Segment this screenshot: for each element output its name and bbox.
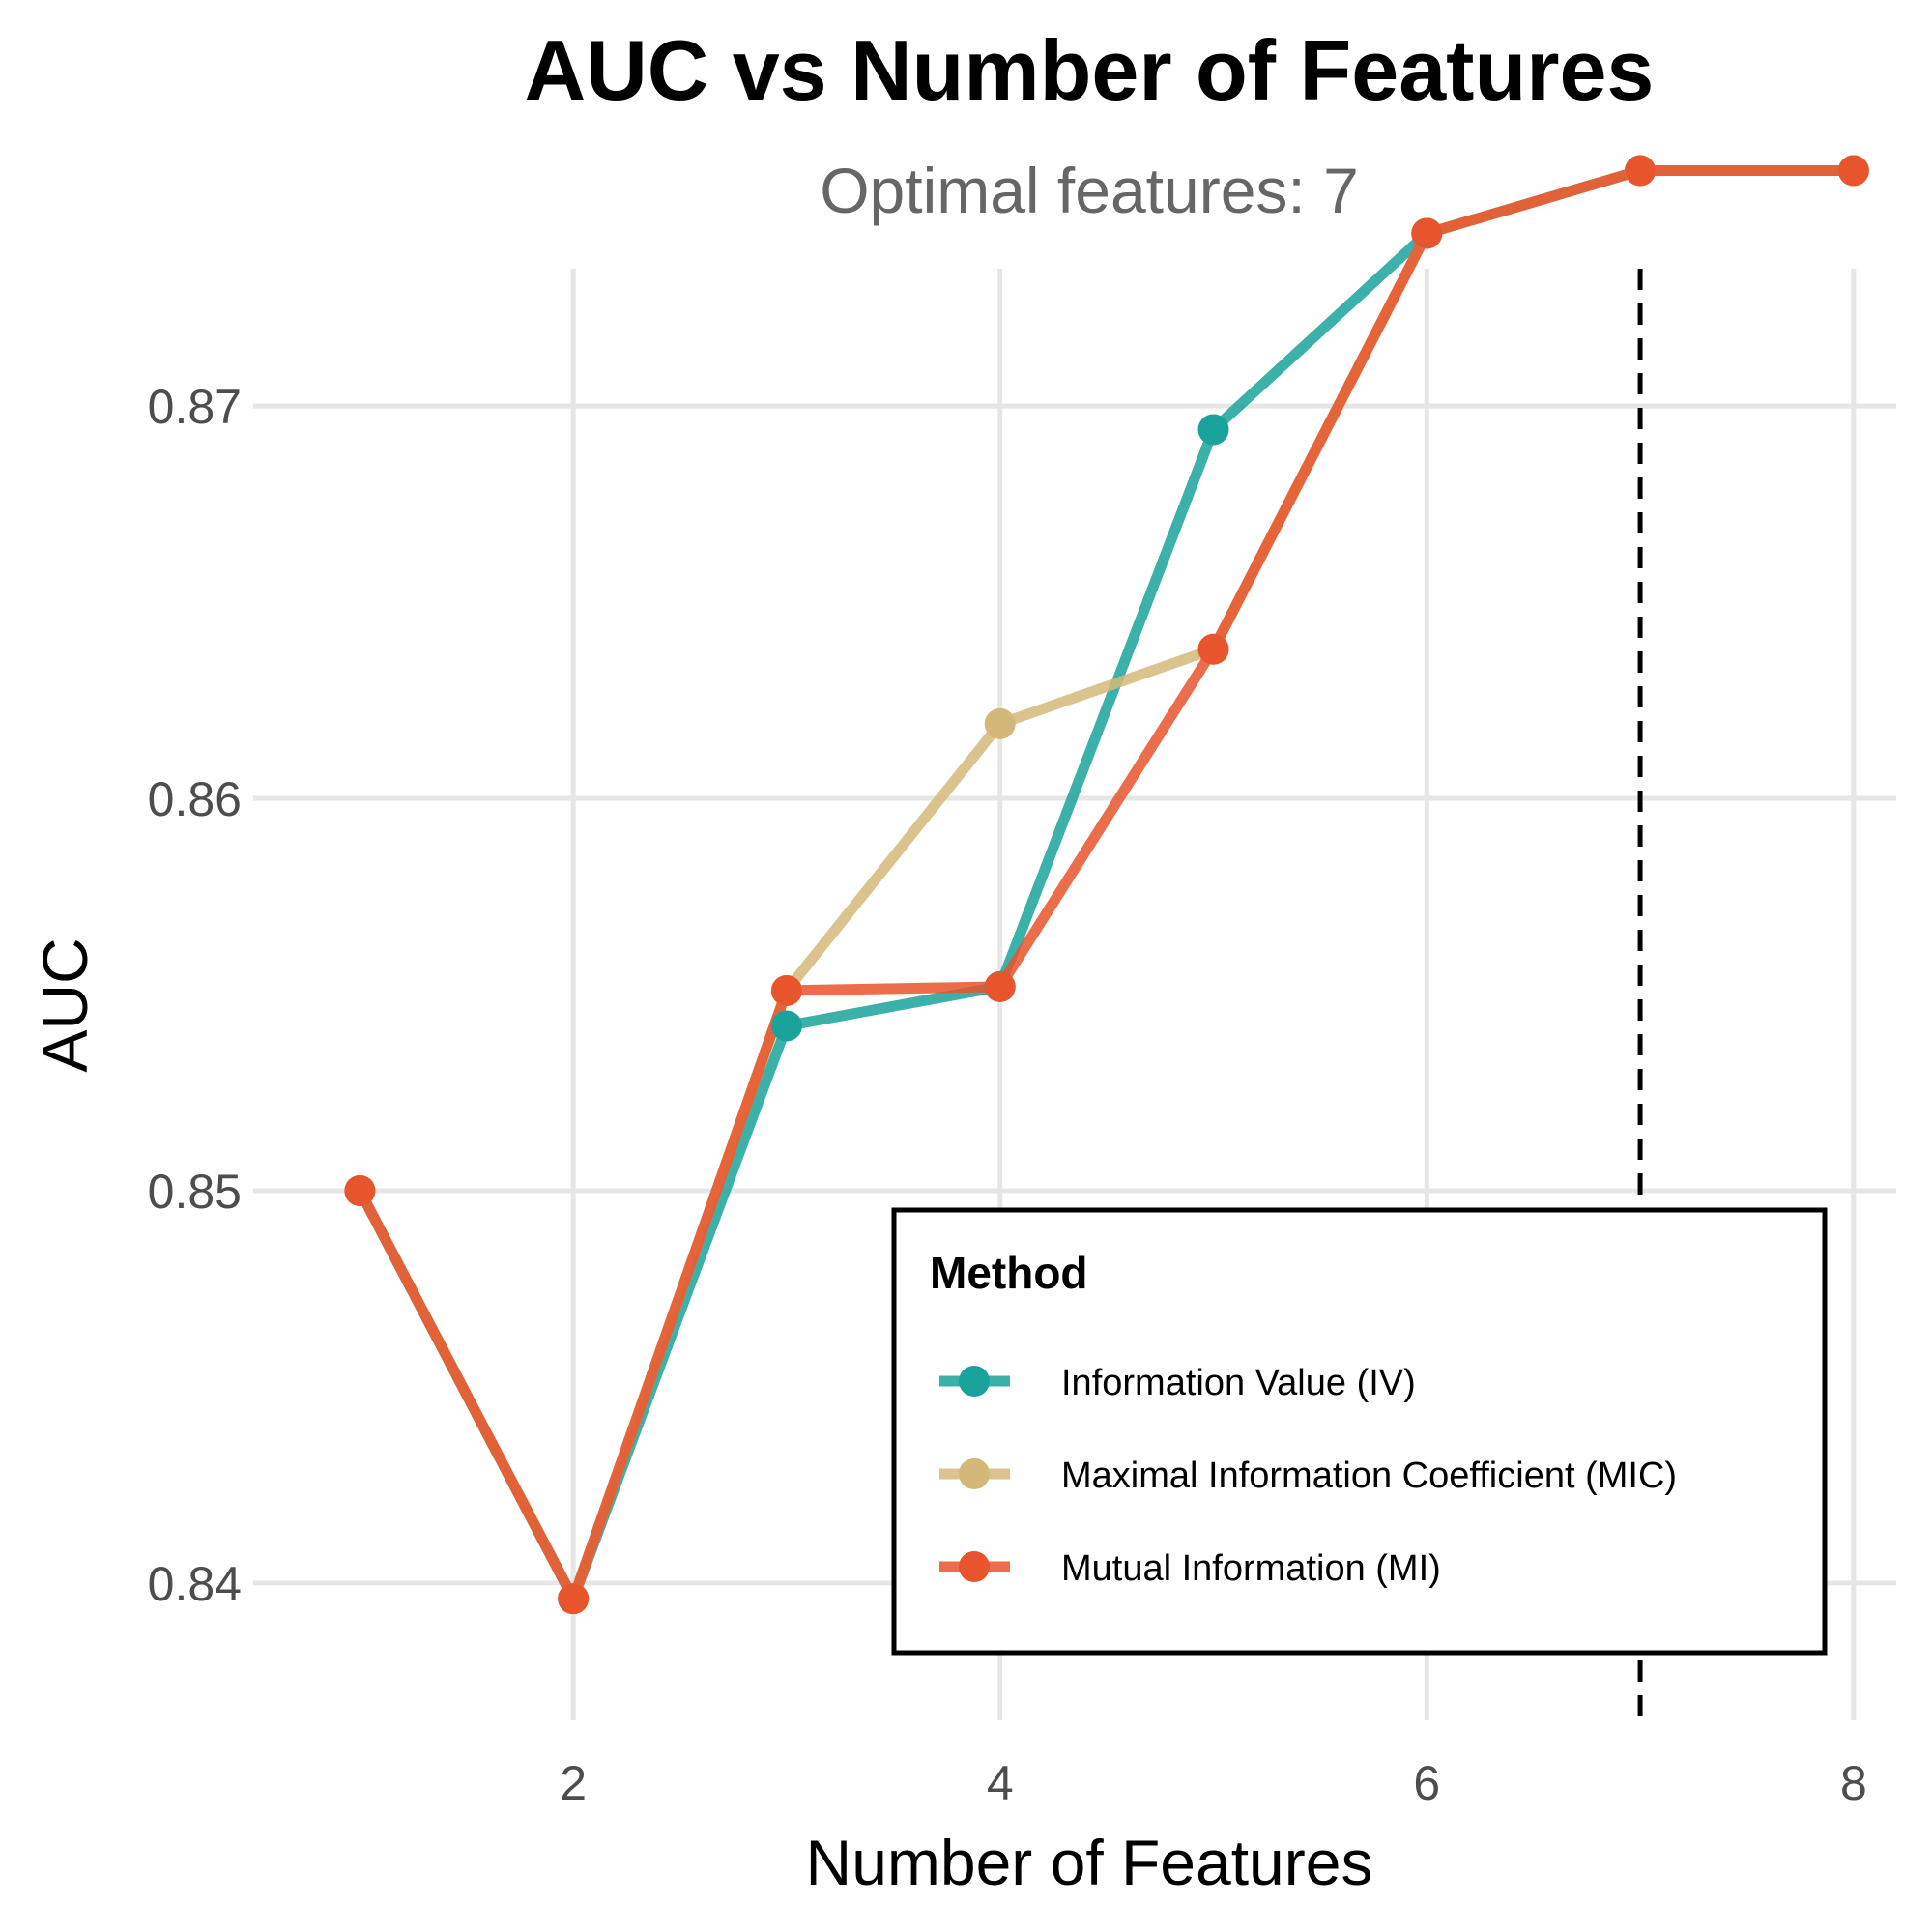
series-3-point: [1837, 155, 1869, 187]
y-tick-label: 0.84: [148, 1557, 242, 1611]
series-points: [344, 155, 1869, 1615]
series-1-point: [1197, 414, 1229, 446]
y-tick-label: 0.87: [148, 380, 242, 434]
legend-label: Information Value (IV): [1061, 1363, 1416, 1403]
legend-label: Mutual Information (MI): [1061, 1548, 1441, 1589]
x-tick-label: 4: [987, 1756, 1014, 1810]
series-3-point: [1197, 633, 1229, 665]
legend-items: Information Value (IV) Maximal Informatio…: [939, 1363, 1677, 1589]
y-tick-label: 0.86: [148, 772, 242, 826]
legend-key-point: [959, 1366, 990, 1397]
legend-box: [891, 1207, 1828, 1656]
y-tick-label: 0.85: [148, 1165, 242, 1219]
x-tick-label: 6: [1413, 1756, 1440, 1810]
series-2-point: [984, 707, 1016, 739]
legend-title: Method: [930, 1248, 1088, 1298]
series-3-point: [984, 970, 1016, 1002]
series-3-point: [770, 974, 802, 1006]
series-lines: [354, 165, 1860, 1604]
x-tick-label: 2: [560, 1756, 587, 1810]
chart-title: AUC vs Number of Features: [525, 22, 1655, 118]
tick-labels: 2 4 6 8 0.84 0.85 0.86 0.87: [148, 380, 1867, 1810]
series-line-3: [354, 165, 1860, 1604]
legend-key-point: [959, 1551, 990, 1582]
legend-label: Maximal Information Coefficient (MIC): [1061, 1456, 1677, 1496]
series-3-point: [1411, 217, 1443, 249]
series-3-point: [344, 1174, 376, 1206]
legend-key-point: [959, 1458, 990, 1489]
series-3-point: [558, 1583, 590, 1615]
chart-subtitle: Optimal features: 7: [820, 155, 1359, 226]
x-tick-label: 8: [1840, 1756, 1867, 1810]
y-axis-label: AUC: [29, 937, 101, 1072]
series-3-point: [1625, 155, 1657, 187]
series-1-point: [770, 1010, 802, 1042]
legend: Method Information Value (IV) Maximal Inf…: [891, 1207, 1828, 1656]
x-axis-label: Number of Features: [806, 1827, 1373, 1898]
